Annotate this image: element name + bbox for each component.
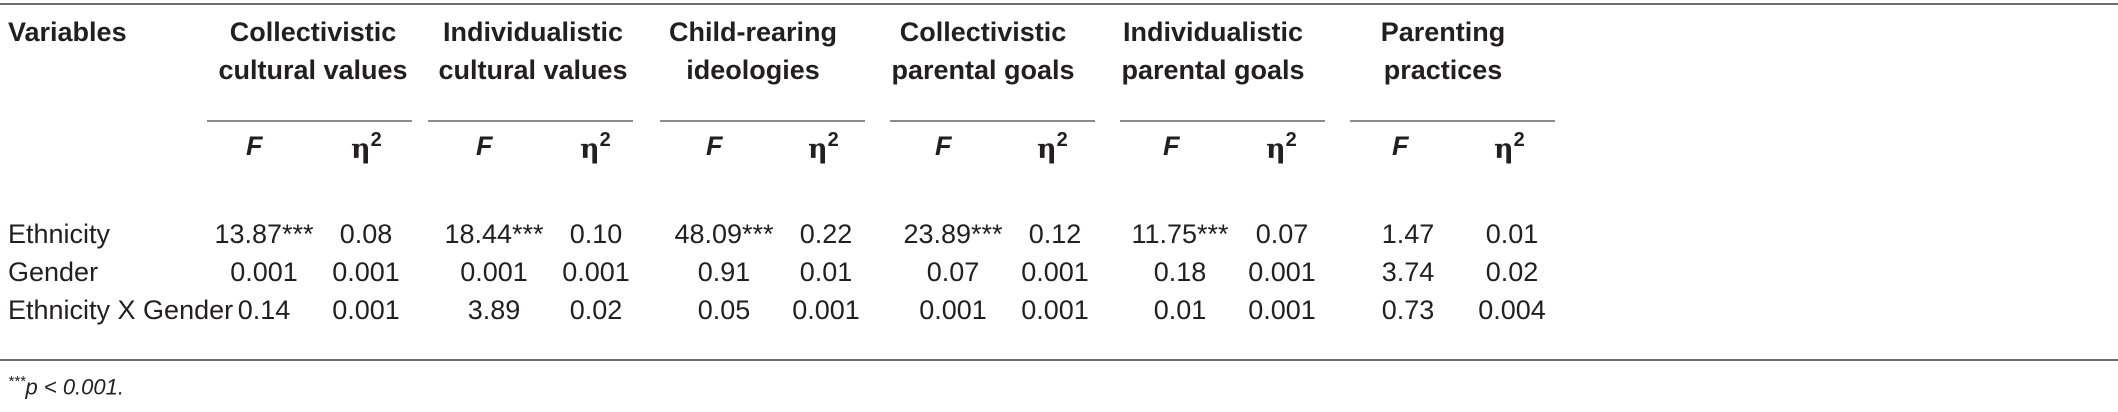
footnote: ***p < 0.001.	[8, 373, 124, 400]
stat-header-eta: η2	[1037, 129, 1068, 165]
group-header-line2: ideologies	[686, 55, 820, 85]
table-cell: 0.02	[569, 295, 623, 325]
table-cell: 0.14	[237, 295, 291, 325]
table-cell: 1.47	[1381, 219, 1435, 249]
table-cell: 0.01	[1485, 219, 1539, 249]
table-cell: 0.001	[919, 295, 987, 325]
table-cell: 0.001	[460, 257, 528, 287]
table-cell: 0.10	[569, 219, 623, 249]
group-header-line2: cultural values	[218, 55, 408, 85]
table-cell: 0.004	[1478, 295, 1546, 325]
stat-header-eta: η2	[1494, 129, 1525, 165]
group-header-individualistic-values: Individualistic cultural values	[433, 13, 633, 89]
group-header-parenting-practices: Parenting practices	[1343, 13, 1543, 89]
table-cell: 0.73	[1381, 295, 1435, 325]
table-top-rule	[0, 3, 2118, 5]
footnote-stars: ***	[8, 373, 26, 390]
group-header-collectivistic-goals: Collectivistic parental goals	[883, 13, 1083, 89]
stat-header-eta: η2	[351, 129, 382, 165]
table-cell: 0.01	[1153, 295, 1207, 325]
group-header-line1: Collectivistic	[899, 17, 1067, 47]
stat-header-f: F	[935, 131, 952, 161]
table-cell: 3.89	[467, 295, 521, 325]
table-cell: 0.001	[1248, 295, 1316, 325]
table-cell: 0.12	[1028, 219, 1082, 249]
table-cell: 0.05	[697, 295, 751, 325]
table-cell: 3.74	[1381, 257, 1435, 287]
stat-header-f: F	[246, 131, 263, 161]
table-cell: 0.001	[230, 257, 298, 287]
stat-header-f: F	[706, 131, 723, 161]
variables-header: Variables	[8, 17, 127, 47]
group-rule	[428, 120, 633, 122]
table-cell: 0.18	[1153, 257, 1207, 287]
footnote-text: p < 0.001.	[25, 374, 124, 400]
table-cell: 0.001	[562, 257, 630, 287]
group-rule	[890, 120, 1095, 122]
row-label: Ethnicity	[8, 219, 111, 249]
group-header-individualistic-goals: Individualistic parental goals	[1113, 13, 1313, 89]
group-header-line1: Individualistic	[1122, 17, 1304, 47]
table-cell: 23.89***	[903, 219, 1003, 249]
group-header-collectivistic-values: Collectivistic cultural values	[213, 13, 413, 89]
table-cell: 48.09***	[674, 219, 774, 249]
group-rule	[1120, 120, 1325, 122]
table-cell: 0.001	[332, 257, 400, 287]
group-rule	[207, 120, 412, 122]
group-header-line2: parental goals	[891, 55, 1075, 85]
table-cell: 0.91	[697, 257, 751, 287]
group-header-line1: Child-rearing	[668, 17, 837, 47]
table-cell: 0.001	[1021, 295, 1089, 325]
table-cell: 0.07	[1255, 219, 1309, 249]
table-cell: 18.44***	[444, 219, 544, 249]
row-label: Ethnicity X Gender	[8, 295, 234, 325]
group-header-line1: Individualistic	[442, 17, 624, 47]
table-cell: 0.01	[799, 257, 853, 287]
group-header-line2: practices	[1383, 55, 1503, 85]
stat-header-f: F	[476, 131, 493, 161]
table-cell: 0.001	[792, 295, 860, 325]
group-header-line1: Collectivistic	[229, 17, 397, 47]
group-header-line2: cultural values	[438, 55, 628, 85]
stat-header-eta: η2	[1266, 129, 1297, 165]
row-label: Gender	[8, 257, 99, 287]
stat-header-f: F	[1163, 131, 1180, 161]
table-cell: 13.87***	[214, 219, 314, 249]
table-cell: 11.75***	[1131, 219, 1229, 249]
table-bottom-rule	[0, 359, 2118, 361]
stat-header-eta: η2	[580, 129, 611, 165]
stat-header-eta: η2	[808, 129, 839, 165]
group-header-line1: Parenting	[1380, 17, 1506, 47]
group-header-child-rearing: Child-rearing ideologies	[653, 13, 853, 89]
table-cell: 0.02	[1485, 257, 1539, 287]
table-cell: 0.08	[339, 219, 393, 249]
table-cell: 0.001	[1021, 257, 1089, 287]
table-cell: 0.07	[926, 257, 980, 287]
group-rule	[1350, 120, 1555, 122]
table-cell: 0.22	[799, 219, 853, 249]
group-rule	[660, 120, 865, 122]
table-cell: 0.001	[332, 295, 400, 325]
table-cell: 0.001	[1248, 257, 1316, 287]
stat-header-f: F	[1392, 131, 1409, 161]
group-header-line2: parental goals	[1121, 55, 1305, 85]
